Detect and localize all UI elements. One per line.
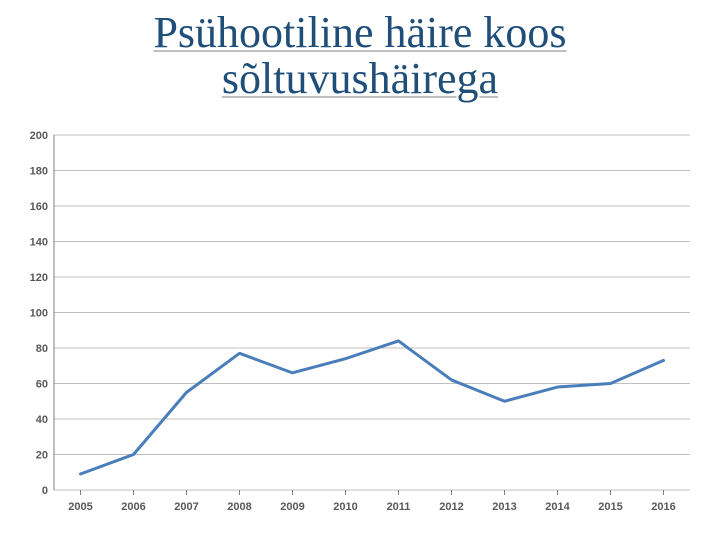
x-axis-label: 2014 <box>545 501 570 513</box>
y-axis-label: 100 <box>30 308 48 320</box>
title-line-2: sõltuvushäirega <box>222 54 498 103</box>
title-line-1: Psühootiline häire koos <box>153 8 566 57</box>
y-axis-label: 0 <box>42 485 48 497</box>
y-axis-label: 180 <box>30 166 48 178</box>
x-axis-label: 2011 <box>387 501 411 513</box>
x-axis-label: 2006 <box>121 501 145 513</box>
slide: Psühootiline häire koos sõltuvushäirega … <box>0 0 720 540</box>
x-axis-label: 2012 <box>439 501 463 513</box>
y-axis-label: 160 <box>30 201 48 213</box>
x-axis-label: 2008 <box>227 501 251 513</box>
y-axis-label: 140 <box>30 237 48 249</box>
y-axis-label: 80 <box>36 343 48 355</box>
y-axis-label: 40 <box>36 414 48 426</box>
y-axis-label: 60 <box>36 379 48 391</box>
x-axis-label: 2005 <box>68 501 92 513</box>
y-axis-label: 120 <box>30 272 48 284</box>
x-axis-label: 2009 <box>280 501 304 513</box>
line-chart: 0 20 40 60 80 100 120 140 160 180 200 2005 2006 2007 2… <box>20 130 700 520</box>
slide-title: Psühootiline häire koos sõltuvushäirega <box>0 0 720 102</box>
x-axis-label: 2013 <box>492 501 516 513</box>
y-axis-label: 200 <box>30 130 48 142</box>
x-axis-label: 2016 <box>651 501 675 513</box>
x-axis-label: 2007 <box>174 501 198 513</box>
x-axis-label: 2010 <box>333 501 357 513</box>
x-axis-label: 2015 <box>598 501 622 513</box>
chart-container: 0 20 40 60 80 100 120 140 160 180 200 2005 2006 2007 2… <box>20 130 700 520</box>
y-axis-label: 20 <box>36 450 48 462</box>
